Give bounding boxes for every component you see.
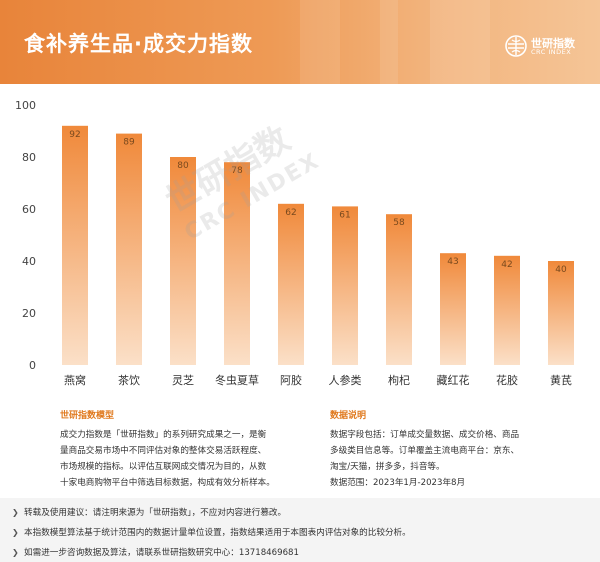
header-decoration	[380, 0, 398, 84]
header-banner: 食补养生品·成交力指数 世研指数 CRC INDEX	[0, 0, 600, 84]
bar-value-label: 80	[177, 161, 189, 171]
x-tick-label: 灵芝	[172, 374, 194, 387]
bar-value-label: 42	[501, 260, 512, 270]
model-note-line: 市场规模的指标。以评估互联网成交情况为目的，从数	[60, 462, 267, 472]
bar	[278, 203, 304, 365]
footer: ❯ 转载及使用建议：请注明来源为「世研指数」，不应对内容进行篡改。 ❯ 本指数模型算…	[0, 498, 600, 562]
bar	[548, 261, 574, 365]
x-tick-label: 茶饮	[118, 374, 140, 387]
data-note-line: 淘宝/天猫，拼多多，抖音等。	[330, 462, 445, 472]
bar-value-label: 43	[447, 257, 458, 267]
data-note-title: 数据说明	[330, 411, 367, 421]
footer-text: 转载及使用建议：请注明来源为「世研指数」，不应对内容进行篡改。	[24, 508, 287, 518]
brand-logo: 世研指数 CRC INDEX	[504, 34, 596, 58]
y-tick-label: 40	[22, 255, 36, 268]
chevron-right-icon: ❯	[12, 528, 19, 537]
globe-logo-icon	[505, 35, 527, 57]
chevron-right-icon: ❯	[12, 508, 19, 517]
model-note-title: 世研指数模型	[60, 411, 115, 421]
footer-text: 本指数模型算法基于统计范围内的数据计量单位设置，指数结果适用于本图表内评估对象的…	[24, 528, 411, 538]
page-title: 食补养生品·成交力指数	[24, 32, 253, 56]
x-tick-label: 花胶	[496, 373, 518, 387]
bar-value-label: 40	[555, 265, 567, 275]
x-tick-label: 冬虫夏草	[215, 373, 259, 387]
footer-line: ❯ 如需进一步咨询数据及算法，请联系世研指数研究中心：13718469681	[12, 543, 588, 562]
bar	[62, 125, 88, 365]
header-decoration	[430, 0, 490, 84]
x-tick-label: 阿胶	[280, 373, 302, 387]
model-note-line: 十家电商购物平台中筛选目标数据，构成有效分析样本。	[60, 478, 275, 488]
bar	[332, 206, 358, 365]
logo-name: 世研指数	[531, 37, 575, 50]
y-tick-label: 60	[22, 203, 36, 216]
model-note-line: 成交力指数是「世研指数」的系列研究成果之一，是衡	[60, 430, 267, 440]
bar-chart: 0 20 40 60 80 100 92 89 80 78 62 61 58 43 42 40 燕窝 茶饮 灵芝…	[15, 99, 574, 387]
bar-value-label: 62	[285, 208, 296, 218]
data-note: 数据说明 数据字段包括：订单成交量数据、成交价格、商品 多级类目信息等。订单覆盖…	[330, 408, 560, 491]
bar-value-label: 89	[123, 138, 135, 148]
model-note-line: 量商品交易市场中不同评估对象的整体交易活跃程度、	[60, 446, 267, 456]
x-tick-label: 人参类	[329, 373, 362, 387]
y-tick-label: 20	[22, 307, 36, 320]
bar	[494, 255, 520, 365]
bar	[386, 214, 412, 365]
y-tick-label: 0	[29, 359, 36, 372]
bar-value-label: 78	[231, 166, 243, 176]
data-note-line: 数据范围：2023年1月-2023年8月	[330, 478, 466, 488]
chevron-right-icon: ❯	[12, 548, 19, 557]
bar	[440, 253, 466, 365]
x-tick-label: 燕窝	[64, 373, 86, 387]
x-axis: 燕窝 茶饮 灵芝 冬虫夏草 阿胶 人参类 枸杞 藏红花 花胶 黄芪	[64, 373, 572, 387]
y-axis: 0 20 40 60 80 100	[15, 99, 36, 372]
logo-subtitle: CRC INDEX	[531, 48, 572, 56]
header-decoration	[300, 0, 340, 84]
x-tick-label: 黄芪	[550, 373, 572, 387]
x-tick-label: 藏红花	[437, 374, 470, 387]
bar	[116, 133, 142, 365]
model-note: 世研指数模型 成交力指数是「世研指数」的系列研究成果之一，是衡 量商品交易市场中…	[60, 408, 308, 491]
footer-line: ❯ 本指数模型算法基于统计范围内的数据计量单位设置，指数结果适用于本图表内评估对象…	[12, 523, 588, 543]
y-tick-label: 100	[15, 99, 36, 112]
bar-value-label: 61	[339, 210, 350, 220]
x-tick-label: 枸杞	[388, 373, 410, 387]
bar	[170, 157, 196, 365]
y-tick-label: 80	[22, 151, 36, 164]
data-note-line: 多级类目信息等。订单覆盖主流电商平台：京东、	[330, 446, 520, 456]
bar	[224, 162, 250, 365]
bar-value-label: 92	[69, 130, 80, 140]
bars: 92 89 80 78 62 61 58 43 42 40	[62, 125, 574, 365]
data-note-line: 数据字段包括：订单成交量数据、成交价格、商品	[330, 430, 520, 440]
bar-value-label: 58	[393, 218, 405, 228]
footer-text: 如需进一步咨询数据及算法，请联系世研指数研究中心：13718469681	[24, 548, 299, 558]
footer-line: ❯ 转载及使用建议：请注明来源为「世研指数」，不应对内容进行篡改。	[12, 503, 588, 523]
